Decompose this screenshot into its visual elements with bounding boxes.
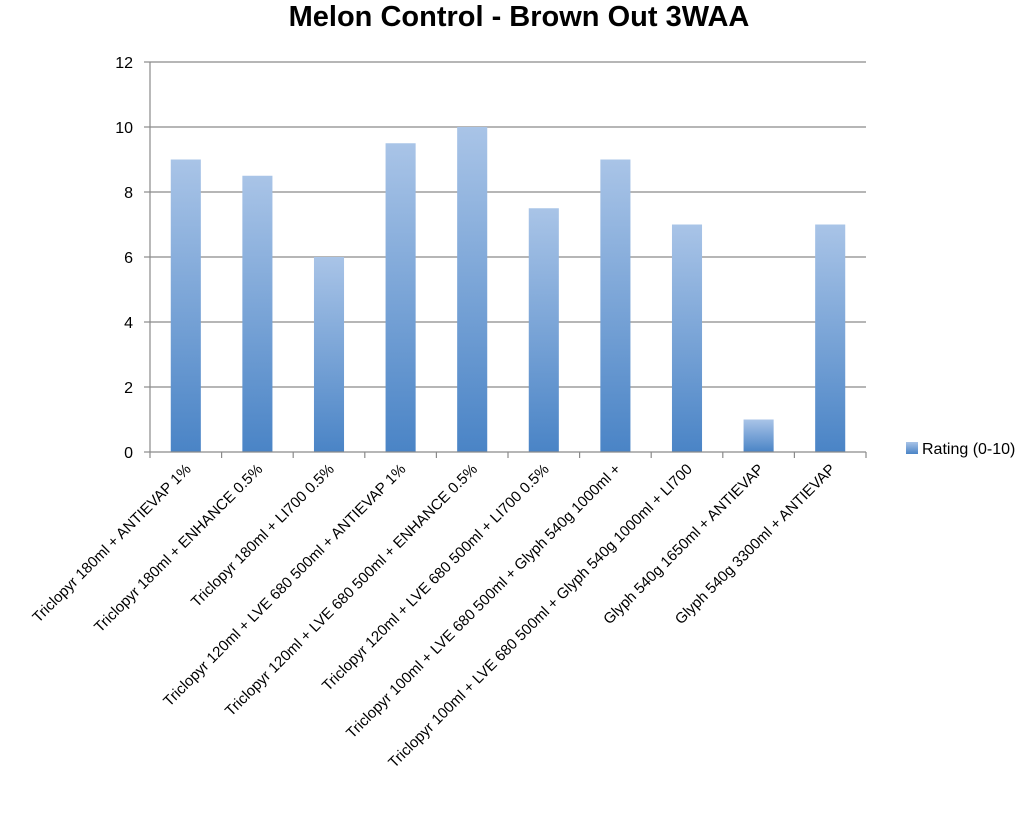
y-tick-label: 6	[124, 250, 133, 267]
y-tick-label: 0	[124, 445, 133, 462]
bar	[671, 224, 703, 452]
y-tick-label: 10	[115, 120, 133, 137]
x-tick-label: Triclopyr 100ml + LVE 680 500ml + Glyph …	[343, 461, 624, 742]
bar	[457, 127, 488, 452]
bar	[242, 175, 273, 452]
x-tick-label: Glyph 540g 3300ml + ANTIEVAP	[672, 461, 839, 628]
y-tick-label: 2	[124, 380, 133, 397]
axes	[149, 62, 867, 458]
x-tick-label: Triclopyr 180ml + LI700 0.5%	[188, 461, 338, 611]
bar	[385, 143, 416, 452]
x-tick-label: Triclopyr 120ml + LVE 680 500ml + ANTIEV…	[160, 461, 409, 710]
bar	[170, 159, 201, 452]
x-tick-label: Triclopyr 180ml + ANTIEVAP 1%	[29, 461, 194, 626]
bar	[528, 208, 559, 452]
legend: Rating (0-10)	[906, 441, 1015, 458]
y-tick-label: 12	[115, 55, 133, 72]
chart-title: Melon Control - Brown Out 3WAA	[289, 1, 750, 33]
bar	[743, 419, 774, 452]
y-tick-label: 4	[124, 315, 133, 332]
bar	[600, 159, 631, 452]
legend-swatch	[906, 442, 918, 454]
y-axis-ticks: 0 2 4 6 8 10 12	[115, 55, 150, 462]
bar	[313, 257, 345, 452]
bars	[170, 127, 846, 452]
x-tick-label: Triclopyr 120ml + LVE 680 500ml + ENHANC…	[222, 461, 481, 720]
bar	[815, 224, 846, 452]
x-axis-labels: Triclopyr 180ml + ANTIEVAP 1%Triclopyr 1…	[29, 461, 839, 772]
legend-label: Rating (0-10)	[922, 441, 1015, 458]
y-tick-label: 8	[124, 185, 133, 202]
